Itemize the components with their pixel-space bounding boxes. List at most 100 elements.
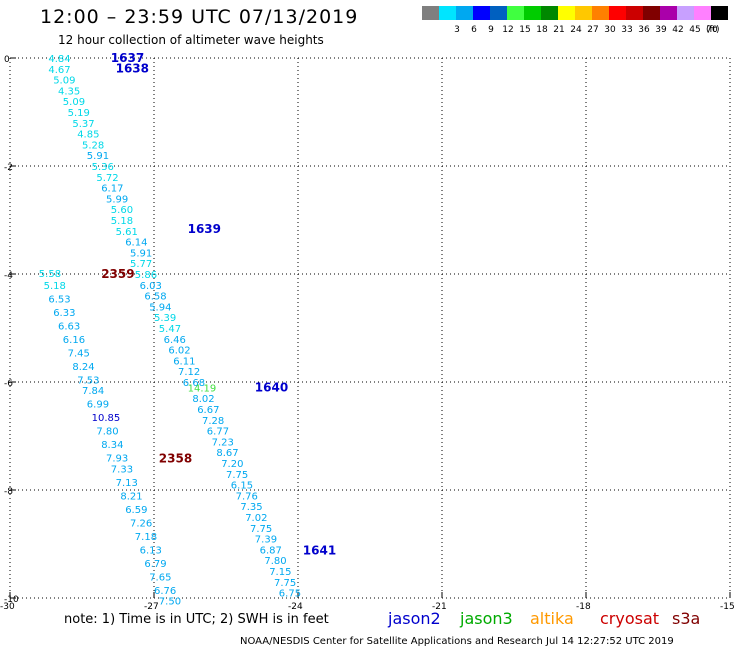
footer-credit: NOAA/NESDIS Center for Satellite Applica… (240, 636, 674, 647)
color-scale-label: 12 (502, 25, 514, 35)
wave-height-value: 6.13 (140, 545, 162, 556)
color-scale-label: 36 (638, 25, 650, 35)
color-scale-label: 33 (621, 25, 633, 35)
wave-height-value: 7.80 (96, 427, 118, 438)
track-time-label: 1640 (255, 380, 288, 394)
wave-height-value: 8.34 (101, 440, 123, 451)
wave-height-value: 4.84 (48, 54, 70, 65)
y-tick-label: -4 (4, 271, 13, 281)
wave-height-value: 5.09 (53, 76, 75, 87)
y-tick-label: -10 (4, 595, 19, 605)
wave-height-value: 5.19 (68, 108, 90, 119)
wave-height-value: 7.75 (226, 470, 248, 481)
wave-height-value: 6.16 (63, 335, 85, 346)
footer-note: note: 1) Time is in UTC; 2) SWH is in fe… (64, 612, 329, 627)
color-swatch (473, 6, 490, 20)
wave-height-value: 5.36 (92, 162, 114, 173)
wave-height-value: 7.65 (149, 572, 171, 583)
map-grid (9, 57, 731, 599)
wave-height-value: 6.77 (207, 427, 229, 438)
color-scale-label: 3 (454, 25, 460, 35)
wave-height-value: 7.93 (106, 454, 128, 465)
wave-height-value: 7.13 (116, 478, 138, 489)
color-swatch (575, 6, 592, 20)
track-time-label: 1637 (111, 51, 144, 65)
wave-height-value: 5.28 (82, 140, 104, 151)
wave-height-value: 6.76 (154, 586, 176, 597)
color-swatch (711, 6, 728, 20)
wave-height-value: 7.26 (130, 518, 152, 529)
wave-height-value: 5.94 (149, 302, 171, 313)
y-tick-label: -6 (4, 379, 13, 389)
color-scale-label: 21 (553, 25, 565, 35)
x-tick-label: -27 (144, 602, 159, 612)
wave-height-value: 6.58 (144, 292, 166, 303)
x-tick-label: -24 (288, 602, 303, 612)
wave-height-value: 5.47 (159, 324, 181, 335)
x-tick-label: -21 (432, 602, 447, 612)
wave-height-value: 4.35 (58, 86, 80, 97)
wave-height-value: 6.17 (101, 184, 123, 195)
wave-height-value: 7.28 (202, 416, 224, 427)
wave-height-points: 4.844.675.094.355.095.195.374.855.285.91… (39, 54, 301, 608)
wave-height-value: 6.59 (125, 505, 147, 516)
wave-height-value: 10.85 (92, 413, 121, 424)
wave-height-value: 8.02 (192, 394, 214, 405)
wave-height-value: 5.86 (135, 270, 157, 281)
wave-height-value: 7.75 (274, 578, 296, 589)
wave-height-value: 7.76 (236, 491, 258, 502)
color-swatch (592, 6, 609, 20)
wave-height-value: 7.80 (264, 556, 286, 567)
legend-item-s3a: s3a (672, 609, 701, 628)
color-scale-unit: (ft) (706, 25, 720, 35)
wave-height-value: 7.45 (68, 348, 90, 359)
page-title: 12:00 – 23:59 UTC 07/13/2019 (40, 6, 359, 28)
track-time-label: 1638 (116, 62, 149, 76)
legend-item-jason2: jason2 (388, 609, 441, 628)
color-swatch (558, 6, 575, 20)
wave-height-value: 5.39 (154, 313, 176, 324)
wave-height-value: 6.11 (173, 356, 195, 367)
wave-height-value: 6.14 (125, 238, 147, 249)
wave-height-value: 7.53 (77, 375, 99, 386)
color-scale-label: 18 (536, 25, 548, 35)
color-swatch (456, 6, 473, 20)
legend-item-cryosat: cryosat (600, 609, 660, 628)
color-scale-label: 15 (519, 25, 531, 35)
wave-height-value: 7.35 (240, 502, 262, 513)
wave-height-value: 5.91 (87, 151, 109, 162)
wave-height-value: 7.23 (212, 437, 234, 448)
wave-height-value: 6.75 (279, 589, 301, 600)
wave-height-value: 7.75 (250, 524, 272, 535)
wave-height-value: 5.99 (106, 194, 128, 205)
wave-height-value: 6.53 (48, 294, 70, 305)
color-scale-label: 24 (570, 25, 582, 35)
wave-height-value: 6.67 (197, 405, 219, 416)
color-swatch (609, 6, 626, 20)
wave-height-value: 5.91 (130, 248, 152, 259)
color-scale-label: 42 (672, 25, 684, 35)
wave-height-value: 7.84 (82, 386, 104, 397)
color-scale-label: 9 (488, 25, 494, 35)
wave-height-value: 7.20 (221, 459, 243, 470)
wave-height-value: 6.46 (164, 335, 186, 346)
wave-height-value: 6.33 (53, 308, 75, 319)
wave-height-value: 6.87 (260, 545, 282, 556)
axis-ticks: 0 -2 -4 -6 -8 -10-30 -27 -24 -21 -18 -15 (0, 55, 735, 612)
wave-height-value: 4.67 (48, 65, 70, 76)
color-swatch (643, 6, 660, 20)
color-swatch (507, 6, 524, 20)
color-swatch (524, 6, 541, 20)
wave-height-value: 7.39 (255, 535, 277, 546)
color-swatch (660, 6, 677, 20)
page-subtitle: 12 hour collection of altimeter wave hei… (58, 33, 324, 47)
wave-height-value: 7.50 (159, 597, 181, 608)
color-scale-label: 45 (689, 25, 701, 35)
color-scale-label: 6 (471, 25, 477, 35)
color-swatch (490, 6, 507, 20)
wave-height-value: 5.18 (111, 216, 133, 227)
track-time-label: 2358 (159, 452, 192, 466)
wave-height-value: 8.21 (120, 491, 142, 502)
wave-height-value: 5.77 (130, 259, 152, 270)
